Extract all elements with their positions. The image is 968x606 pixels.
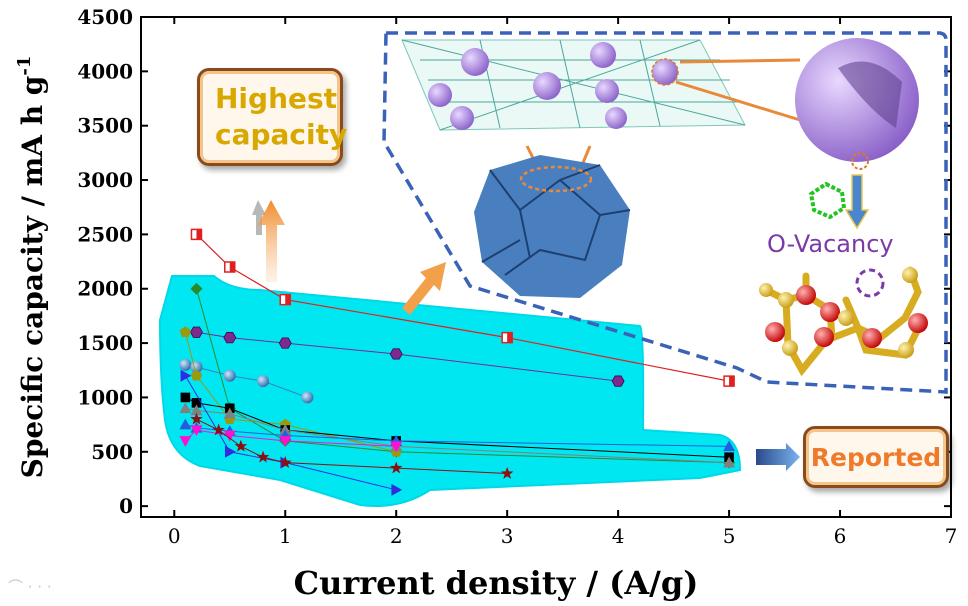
data-point	[179, 326, 192, 338]
highest-capacity-callout: Highest capacity	[197, 68, 348, 166]
data-point	[179, 436, 192, 447]
series-0	[190, 326, 625, 387]
reported-callout: Reported	[803, 426, 949, 488]
data-point	[301, 391, 314, 404]
series-3	[179, 326, 402, 457]
data-point	[191, 398, 202, 408]
data-point-fill	[507, 332, 513, 343]
y-tick-label: 4000	[77, 59, 133, 83]
reported-region	[158, 275, 742, 507]
data-point	[723, 456, 736, 468]
series-8	[179, 425, 403, 453]
y-tick-label: 1500	[77, 331, 133, 355]
data-point	[179, 418, 192, 430]
y-tick-label: 500	[91, 440, 133, 464]
data-point	[179, 402, 192, 414]
data-point	[190, 404, 203, 416]
data-point	[190, 369, 203, 381]
hollow-sphere-illustration	[795, 38, 919, 170]
x-tick-label: 5	[723, 524, 736, 548]
watermark-logo: ⌒ · · ·	[8, 578, 52, 596]
data-point	[190, 282, 203, 295]
plot-frame	[140, 16, 952, 518]
x-tick-label: 3	[501, 524, 514, 548]
data-point	[391, 483, 403, 496]
x-tick-label: 0	[168, 524, 181, 548]
y-tick-label: 0	[119, 494, 133, 518]
highest-capacity-label: Highest capacity	[215, 82, 348, 151]
ring-icon	[808, 181, 847, 220]
data-point	[179, 358, 192, 371]
x-tick-label: 7	[945, 524, 958, 548]
axes: 0 1 2 3 4 5 6 7 0 500 1000 1500 2000 2500 3000 3500 4000…	[14, 5, 957, 602]
data-point	[223, 369, 236, 382]
data-point	[234, 439, 248, 452]
data-point	[212, 423, 225, 436]
data-point	[389, 461, 403, 474]
data-point-fill	[285, 294, 291, 305]
y-tick-label: 1000	[77, 385, 133, 409]
data-point-fill	[229, 262, 235, 272]
data-point	[278, 337, 292, 349]
y-axis-label-group: Specific capacity / mA h g-1	[14, 56, 49, 479]
y-axis-label: Specific capacity / mA h g-1	[14, 56, 49, 479]
data-point	[190, 412, 203, 425]
data-point	[223, 430, 236, 442]
data-point	[180, 392, 191, 403]
data-point	[224, 445, 236, 458]
data-point	[278, 456, 292, 468]
y-tick-label: 2000	[77, 277, 133, 301]
data-point-fill	[196, 229, 202, 240]
diagonal-arrow	[402, 262, 446, 315]
data-point	[723, 440, 736, 452]
data-point-fill	[729, 376, 735, 387]
data-point	[256, 450, 270, 463]
data-point	[223, 407, 236, 419]
x-tick-label: 1	[279, 524, 292, 548]
y-tick-label: 3500	[77, 114, 133, 138]
data-point	[279, 436, 292, 447]
data-point	[390, 441, 403, 453]
data-point	[180, 369, 192, 382]
series-9	[190, 412, 514, 479]
x-tick-label: 2	[390, 524, 403, 548]
data-point	[611, 375, 625, 387]
y-axis-label-superscript: -1	[14, 56, 35, 76]
x-tick-label: 6	[834, 524, 847, 548]
up-arrow	[258, 200, 285, 282]
data-point	[389, 348, 403, 360]
data-point	[279, 424, 292, 435]
reported-label: Reported	[810, 442, 942, 472]
graphene-sheet-illustration	[401, 39, 746, 131]
gray-shadow-arrow	[252, 200, 266, 235]
o-vacancy-label: O-Vacancy	[767, 230, 894, 258]
data-point	[190, 326, 203, 338]
data-point	[223, 332, 237, 344]
molecule-illustration	[759, 266, 928, 377]
zoom-lines	[525, 58, 801, 173]
data-point	[190, 425, 203, 437]
data-point	[257, 375, 270, 388]
right-arrow	[756, 443, 800, 471]
y-tick-label: 4500	[77, 5, 133, 29]
data-point	[500, 466, 514, 479]
inset-border	[382, 31, 948, 394]
x-tick-label: 4	[612, 524, 625, 548]
y-tick-label: 2500	[77, 222, 133, 246]
series-layer	[179, 228, 736, 496]
series-line	[184, 375, 397, 491]
highlight-series	[190, 228, 735, 387]
porous-particle-illustration	[474, 155, 631, 298]
down-arrow	[844, 174, 870, 230]
y-axis-label-main: Specific capacity / mA h g	[16, 76, 49, 479]
x-axis-label: Current density / (A/g)	[294, 564, 699, 602]
y-tick-label: 3000	[77, 168, 133, 192]
